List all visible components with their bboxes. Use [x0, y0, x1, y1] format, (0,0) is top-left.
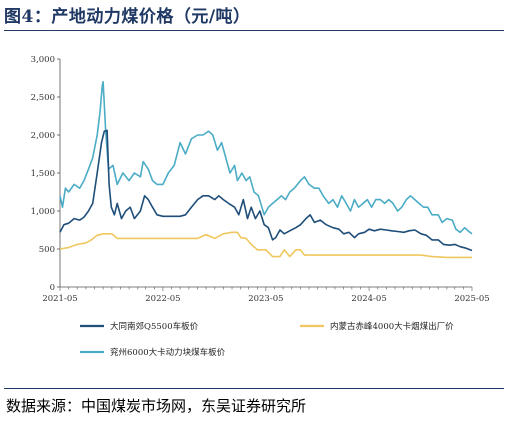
x-tick-label: 2025-05: [454, 294, 489, 304]
y-tick-label: 1,500: [31, 169, 55, 179]
x-tick-label: 2022-05: [145, 294, 180, 304]
y-tick-label: 0: [50, 283, 55, 293]
chart-axes: 0 500 1,000 1,500 2,000 2,500 3,000 2021-05 2022…: [31, 55, 490, 304]
source-note: 数据来源：中国煤炭市场网，东吴证券研究所: [6, 397, 307, 415]
legend-label-2: 内蒙古赤峰4000大卡烟煤出厂价: [330, 321, 454, 332]
y-tick-label: 2,000: [31, 131, 55, 141]
chart-series-lines: [59, 81, 473, 259]
y-tick-label: 1,000: [31, 207, 55, 217]
legend-label-1: 大同南郊Q5500车板价: [110, 321, 199, 332]
series-line-1: [59, 129, 473, 252]
x-tick-label: 2024-05: [351, 294, 386, 304]
x-tick-label: 2021-05: [42, 294, 77, 304]
y-tick-label: 500: [39, 245, 55, 255]
figure-title: 图4：产地动力煤价格（元/吨）: [4, 7, 251, 27]
series-line-2: [59, 231, 472, 259]
y-tick-label: 2,500: [31, 93, 55, 103]
series-line-3: [59, 81, 473, 235]
title-divider: [4, 30, 504, 31]
y-tick-label: 3,000: [31, 55, 55, 65]
source-divider: [4, 388, 504, 389]
legend-label-3: 兖州6000大卡动力块煤车板价: [110, 347, 226, 358]
chart-legend: 大同南郊Q5500车板价 内蒙古赤峰4000大卡烟煤出厂价兖州6000大卡动力块煤…: [80, 321, 454, 358]
x-tick-label: 2023-05: [248, 294, 283, 304]
